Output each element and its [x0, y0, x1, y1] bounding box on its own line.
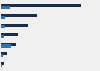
Bar — [1, 43, 16, 46]
Bar — [1, 14, 37, 17]
Bar — [1, 16, 5, 19]
Bar — [1, 4, 81, 7]
Bar — [1, 44, 11, 47]
Bar — [1, 62, 4, 65]
Bar — [1, 52, 7, 55]
Bar — [1, 24, 28, 27]
Bar — [1, 54, 3, 57]
Bar — [1, 35, 4, 38]
Bar — [1, 33, 18, 36]
Bar — [1, 64, 2, 67]
Bar — [1, 25, 5, 28]
Bar — [1, 6, 10, 9]
